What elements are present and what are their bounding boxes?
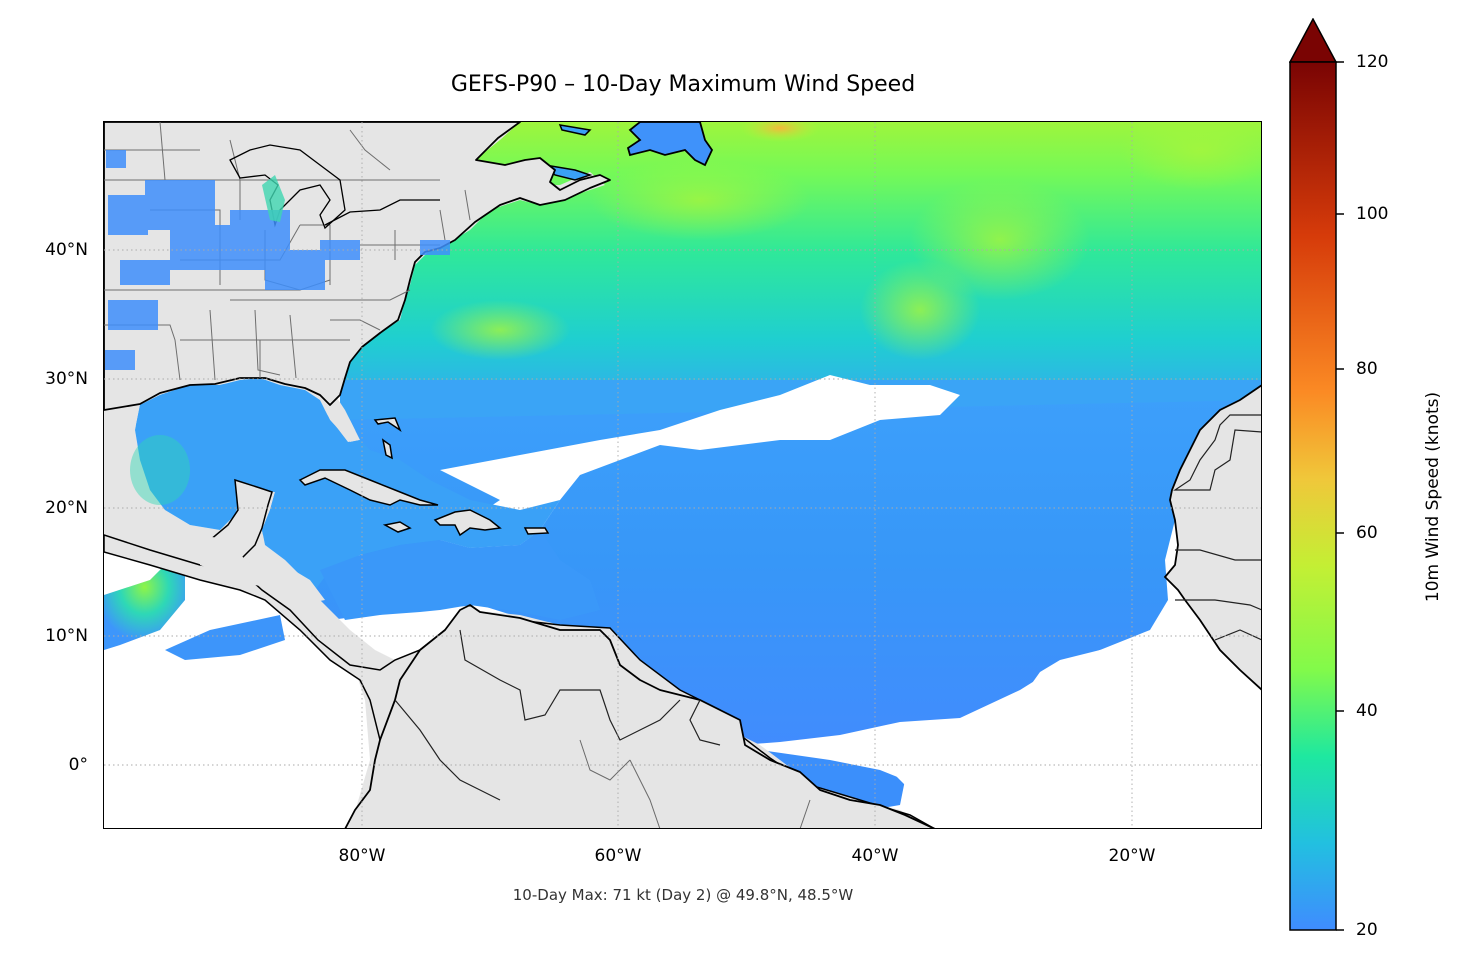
x-tick-60w: 60°W [594, 846, 642, 866]
masked-calm-region [440, 375, 960, 548]
colorbar-tick-80: 80 [1356, 359, 1378, 379]
colorbar-tick-60: 60 [1356, 523, 1378, 543]
y-tick-40n: 40°N [45, 240, 88, 260]
map-plot-area [104, 122, 1262, 829]
colorbar-label: 10m Wind Speed (knots) [1423, 391, 1443, 603]
chart-title: GEFS-P90 – 10-Day Maximum Wind Speed [450, 72, 916, 97]
colorbar [1289, 18, 1344, 931]
cuba [298, 469, 439, 506]
x-tick-20w: 20°W [1108, 846, 1156, 866]
colorbar-tick-40: 40 [1356, 701, 1378, 721]
wind-speed-map [104, 122, 1262, 829]
x-tick-80w: 80°W [338, 846, 386, 866]
newfoundland [626, 122, 714, 167]
africa [1163, 383, 1262, 692]
y-tick-0: 0° [68, 755, 88, 775]
graticule [104, 122, 1262, 829]
colorbar-tick-20: 20 [1356, 920, 1378, 940]
max-wind-annotation: 10-Day Max: 71 kt (Day 2) @ 49.8°N, 48.5… [512, 886, 854, 904]
colorbar-extend-arrow [1289, 18, 1338, 63]
south-america [344, 604, 936, 829]
y-tick-30n: 30°N [45, 369, 88, 389]
max-wind-spot [740, 122, 820, 142]
x-tick-40w: 40°W [851, 846, 899, 866]
y-tick-10n: 10°N [45, 626, 88, 646]
colorbar-tick-120: 120 [1356, 52, 1389, 72]
y-tick-20n: 20°N [45, 498, 88, 518]
colorbar-tick-100: 100 [1356, 204, 1389, 224]
